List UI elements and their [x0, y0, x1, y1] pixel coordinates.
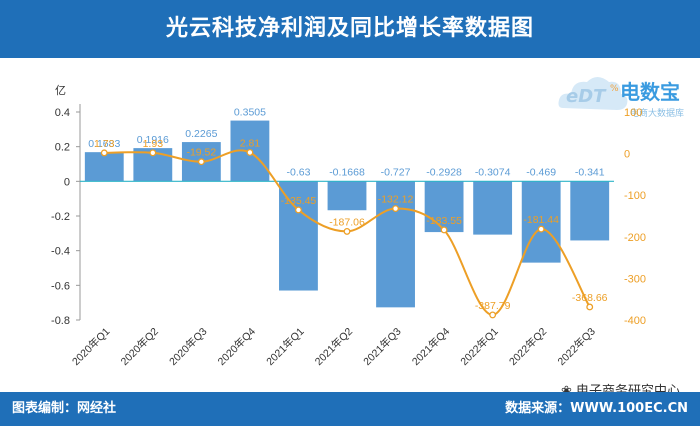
bar-value-label: -0.2928	[426, 166, 462, 178]
y-tick-label-right: 0	[624, 149, 630, 161]
line-point	[295, 206, 302, 214]
bar	[570, 181, 610, 241]
y-axis-unit: 亿	[55, 84, 66, 97]
line-point	[440, 226, 448, 234]
bar-value-label: -0.63	[286, 166, 310, 178]
x-tick-label: 2021年Q1	[264, 325, 307, 368]
growth-rate-line	[104, 149, 591, 316]
line-point	[149, 149, 157, 157]
chart-svg: 亿 -0.8 -0.6 -0.4 -0.2 0 0.2 0.4 -400 -300 -200 -100…	[51, 84, 646, 368]
line-point	[392, 205, 399, 213]
x-tick-label: 2022年Q3	[555, 325, 598, 368]
line-value-label: 1.73	[94, 138, 115, 150]
line-point	[586, 303, 594, 311]
line-value-label: 1.93	[143, 138, 164, 150]
bar	[521, 181, 561, 263]
bar-value-label: -0.341	[575, 166, 605, 178]
bar	[376, 181, 415, 308]
line-point	[246, 148, 254, 156]
y-tick-label-left: 0.2	[55, 142, 70, 154]
y-tick-label-left: -0.4	[51, 246, 70, 258]
line-point	[489, 311, 497, 319]
line-value-label: -135.45	[281, 195, 317, 207]
line-value-label: -187.06	[329, 216, 365, 228]
bar-value-label: -0.1668	[329, 166, 365, 178]
line-value-label: -368.66	[572, 292, 608, 304]
line-value-label: 2.81	[240, 137, 261, 149]
footer-credit: 图表编制：网经社	[12, 401, 117, 416]
y-tick-label-left: 0.4	[55, 107, 70, 119]
footer-bar: 图表编制：网经社 数据来源：WWW.100EC.CN	[0, 392, 700, 426]
line-value-label: -387.79	[475, 300, 511, 312]
line-point	[100, 149, 108, 157]
bar-value-label: 0.2265	[185, 128, 217, 140]
line-point	[197, 158, 205, 166]
logo-percent-icon: %	[610, 84, 619, 94]
y-tick-label-left: -0.6	[51, 280, 70, 292]
x-tick-label: 2020年Q3	[166, 325, 209, 368]
y-tick-label-right: -400	[624, 315, 646, 327]
x-tick-label: 2020年Q2	[118, 325, 161, 368]
bar	[327, 181, 367, 211]
wechat-icon: ❀	[561, 384, 576, 399]
logo-subtitle: 电商大数据库	[630, 109, 685, 119]
line-value-label: -132.12	[378, 194, 414, 206]
bar-value-label: -0.727	[381, 166, 411, 178]
y-tick-label-right: -300	[624, 273, 646, 285]
x-tick-label: 2022年Q1	[458, 325, 501, 368]
x-tick-label: 2021年Q2	[312, 325, 355, 368]
line-point	[537, 225, 545, 233]
title-banner	[0, 0, 700, 58]
logo-brand: 电数宝	[620, 80, 680, 104]
bar-value-label: -0.3074	[475, 166, 511, 178]
bar	[279, 181, 318, 291]
line-point	[343, 227, 351, 235]
y-tick-label-left: 0	[64, 176, 70, 188]
x-tick-label: 2022年Q2	[506, 325, 549, 368]
line-value-label: -19.52	[186, 147, 216, 159]
bar	[424, 181, 464, 233]
line-value-label: -183.55	[426, 215, 462, 227]
y-tick-label-right: -100	[624, 190, 646, 202]
y-tick-label-left: -0.8	[51, 315, 70, 327]
bar-value-label: 0.1916	[137, 134, 169, 146]
cloud-logo-icon	[558, 77, 628, 110]
bar	[473, 181, 513, 235]
x-tick-label: 2021年Q4	[409, 325, 452, 368]
y-tick-label-right: 100	[624, 107, 642, 119]
bar-value-label: 0.3505	[234, 107, 266, 119]
bar-value-label: 0.1683	[88, 138, 120, 150]
x-tick-label: 2020年Q4	[215, 325, 258, 368]
x-tick-label: 2020年Q1	[69, 325, 112, 368]
line-value-label: -181.44	[523, 214, 559, 226]
x-tick-label: 2021年Q3	[361, 325, 404, 368]
y-tick-label-right: -200	[624, 232, 646, 244]
bar	[84, 152, 124, 182]
bar-value-label: -0.469	[526, 166, 556, 178]
y-tick-label-left: -0.2	[51, 211, 70, 223]
logo	[555, 64, 695, 124]
chart-area: 亿 -0.8 -0.6 -0.4 -0.2 0 0.2 0.4 -400 -300 -200 -100…	[0, 58, 700, 392]
logo-mark: eDT	[566, 86, 606, 107]
footer-source: 数据来源：WWW.100EC.CN	[505, 401, 688, 416]
chart-title: 光云科技净利润及同比增长率数据图	[165, 16, 534, 41]
